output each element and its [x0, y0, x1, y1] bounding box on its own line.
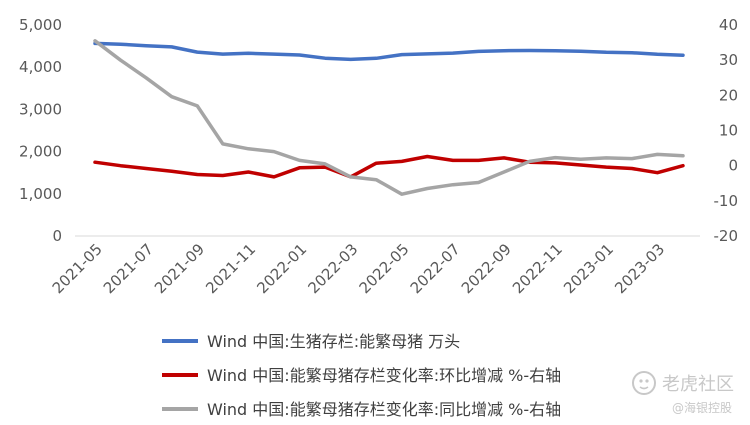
- x-tick-label: 2023-01: [560, 240, 617, 297]
- x-tick-label: 2023-03: [611, 240, 668, 297]
- x-tick-label: 2022-07: [407, 240, 464, 297]
- left-tick-label: 5,000: [19, 16, 62, 34]
- left-tick-label: 2,000: [19, 143, 62, 161]
- watermark-title: 老虎社区: [662, 374, 734, 395]
- right-tick-label: -10: [714, 192, 739, 210]
- x-tick-label: 2022-03: [304, 240, 361, 297]
- x-tick-label: 2021-09: [151, 240, 208, 297]
- left-tick-label: 4,000: [19, 58, 62, 76]
- series-layer: [93, 39, 685, 196]
- x-tick-label: 2021-05: [49, 240, 106, 297]
- legend-label: Wind 中国:生猪存栏:能繁母猪 万头: [207, 332, 460, 351]
- right-tick-label: 10: [719, 122, 738, 140]
- series-line-3: [93, 39, 685, 196]
- x-tick-label: 2022-11: [509, 240, 566, 297]
- tiger-logo-icon: [632, 371, 656, 395]
- right-tick-label: 0: [728, 157, 738, 175]
- right-tick-label: 20: [719, 86, 738, 104]
- left-tick-label: 0: [52, 227, 62, 245]
- legend-label: Wind 中国:能繁母猪存栏变化率:同比增减 %-右轴: [207, 400, 561, 419]
- x-tick-label: 2022-09: [458, 240, 515, 297]
- right-tick-label: -20: [714, 227, 739, 245]
- watermark: 老虎社区 @海银控股: [632, 371, 734, 415]
- legend: Wind 中国:生猪存栏:能繁母猪 万头 Wind 中国:能繁母猪存栏变化率:环比…: [162, 332, 561, 419]
- x-tick-label: 2021-07: [100, 240, 157, 297]
- right-tick-label: 40: [719, 16, 738, 34]
- right-axis-ticks: -20 -10 0 10 20 30 40: [714, 16, 739, 245]
- left-tick-label: 1,000: [19, 185, 62, 203]
- x-tick-label: 2022-05: [356, 240, 413, 297]
- left-axis-ticks: 0 1,000 2,000 3,000 4,000 5,000: [19, 16, 62, 245]
- right-tick-label: 30: [719, 51, 738, 69]
- series-line-1: [93, 41, 685, 62]
- legend-label: Wind 中国:能繁母猪存栏变化率:环比增减 %-右轴: [207, 366, 561, 385]
- x-axis-ticks: 2021-052021-072021-092021-112022-012022-…: [49, 240, 668, 297]
- series-line-2: [93, 154, 685, 179]
- x-tick-label: 2021-11: [202, 240, 259, 297]
- x-tick-label: 2022-01: [253, 240, 310, 297]
- watermark-handle: @海银控股: [672, 400, 732, 415]
- left-tick-label: 3,000: [19, 100, 62, 118]
